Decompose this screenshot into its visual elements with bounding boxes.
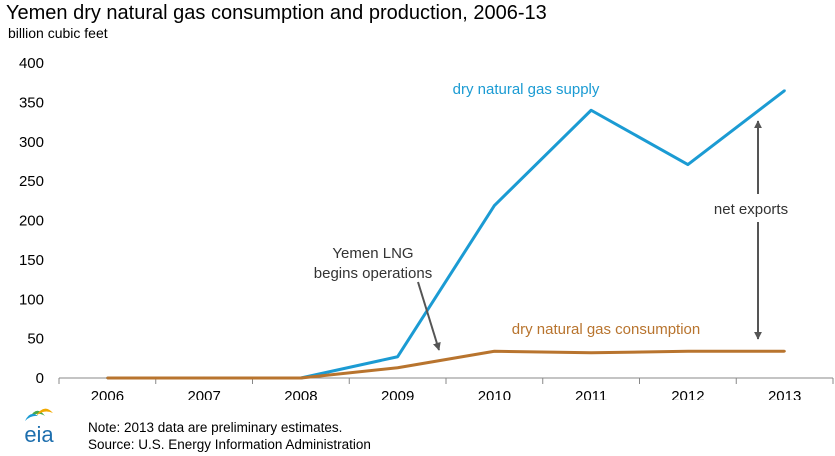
- line-chart: 2006 2007 2008 2009 2010 2011 2012 2013 0 50 100 15…: [19, 55, 834, 400]
- series-label-consumption: dry natural gas consumption: [512, 321, 700, 338]
- chart-footer: Note: 2013 data are preliminary estimate…: [88, 419, 371, 453]
- y-tick-label-400: 400: [19, 55, 44, 72]
- y-tick-label-350: 350: [19, 94, 44, 111]
- data-point-supply-2011: [589, 109, 593, 112]
- y-tick-label-200: 200: [19, 213, 44, 230]
- y-tick-label-0: 0: [36, 370, 44, 387]
- annotation-net-exports: net exports: [714, 201, 788, 218]
- y-axis-unit-label: billion cubic feet: [8, 25, 108, 41]
- eia-logo-icon: eia: [24, 408, 54, 447]
- data-point-consumption-2012: [686, 350, 690, 353]
- chart-title: Yemen dry natural gas consumption and pr…: [6, 2, 547, 24]
- x-tick-label-2009: 2009: [381, 388, 414, 400]
- x-tick-label-2008: 2008: [284, 388, 317, 400]
- y-tick-label-300: 300: [19, 134, 44, 151]
- data-point-supply-2013: [783, 89, 786, 92]
- x-tick-label-2013: 2013: [768, 388, 801, 400]
- data-point-supply-2009: [396, 355, 399, 358]
- data-point-consumption-2008: [299, 376, 303, 380]
- footer-note: Note: 2013 data are preliminary estimate…: [88, 420, 343, 435]
- data-point-consumption-2013: [783, 350, 786, 353]
- series-label-supply: dry natural gas supply: [453, 81, 600, 98]
- eia-logo-text: eia: [24, 422, 54, 447]
- y-tick-label-150: 150: [19, 252, 44, 269]
- annotation-lng-line-1: Yemen LNG: [332, 245, 413, 262]
- data-point-supply-2012: [686, 163, 690, 166]
- y-tick-label-100: 100: [19, 291, 44, 308]
- x-tick-label-2010: 2010: [478, 388, 511, 400]
- footer-source: Source: U.S. Energy Information Administ…: [88, 437, 371, 452]
- data-point-consumption-2011: [589, 351, 593, 354]
- series-line-consumption: [107, 349, 785, 380]
- y-tick-label-50: 50: [27, 331, 44, 348]
- data-point-consumption-2009: [396, 366, 399, 369]
- y-tick-label-250: 250: [19, 173, 44, 190]
- data-point-consumption-2006: [106, 376, 109, 380]
- x-tick-label-2011: 2011: [575, 388, 607, 400]
- x-tick-label-2007: 2007: [187, 388, 220, 400]
- data-point-supply-2010: [493, 204, 496, 207]
- data-point-consumption-2007: [202, 376, 206, 380]
- x-tick-label-2006: 2006: [91, 388, 124, 400]
- data-point-consumption-2010: [493, 350, 496, 353]
- x-tick-label-2012: 2012: [671, 388, 704, 400]
- annotation-lng-line-2: begins operations: [314, 265, 432, 282]
- annotation-lng-arrow: [417, 281, 441, 351]
